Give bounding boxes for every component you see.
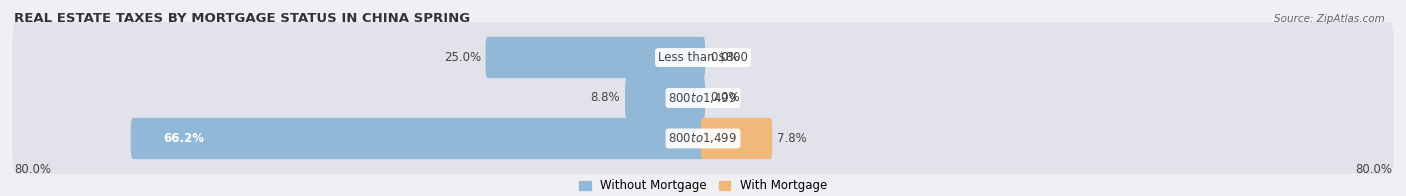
Legend: Without Mortgage, With Mortgage: Without Mortgage, With Mortgage xyxy=(579,180,827,192)
FancyBboxPatch shape xyxy=(131,118,706,159)
Text: REAL ESTATE TAXES BY MORTGAGE STATUS IN CHINA SPRING: REAL ESTATE TAXES BY MORTGAGE STATUS IN … xyxy=(14,12,470,25)
Text: 25.0%: 25.0% xyxy=(444,51,481,64)
Text: 66.2%: 66.2% xyxy=(163,132,204,145)
Text: Source: ZipAtlas.com: Source: ZipAtlas.com xyxy=(1274,14,1385,24)
Text: 0.0%: 0.0% xyxy=(710,92,740,104)
Text: Less than $800: Less than $800 xyxy=(658,51,748,64)
FancyBboxPatch shape xyxy=(485,37,706,78)
FancyBboxPatch shape xyxy=(700,118,772,159)
Text: $800 to $1,499: $800 to $1,499 xyxy=(668,132,738,145)
FancyBboxPatch shape xyxy=(13,62,1393,134)
Text: 7.8%: 7.8% xyxy=(778,132,807,145)
FancyBboxPatch shape xyxy=(13,103,1393,174)
FancyBboxPatch shape xyxy=(13,22,1393,93)
Text: 80.0%: 80.0% xyxy=(1355,163,1392,176)
Text: 8.8%: 8.8% xyxy=(591,92,620,104)
FancyBboxPatch shape xyxy=(626,77,706,119)
Text: 80.0%: 80.0% xyxy=(14,163,51,176)
Text: $800 to $1,499: $800 to $1,499 xyxy=(668,91,738,105)
Text: 0.0%: 0.0% xyxy=(710,51,740,64)
